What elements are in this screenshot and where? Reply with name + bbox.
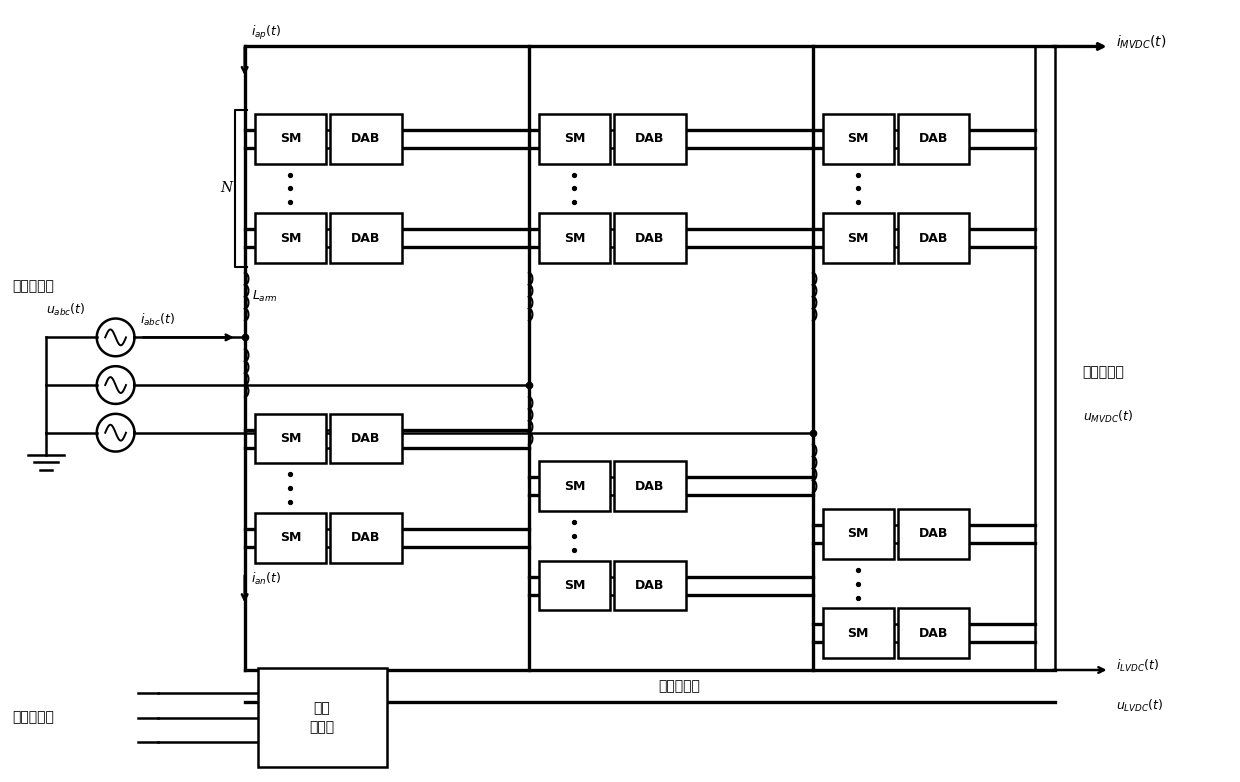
Text: 中压交流端: 中压交流端 — [12, 278, 55, 292]
Bar — [538, 561, 610, 611]
Bar — [538, 461, 610, 511]
Text: SM: SM — [280, 132, 301, 145]
Text: 低压交流端: 低压交流端 — [12, 711, 55, 725]
Bar — [258, 668, 387, 767]
Text: DAB: DAB — [919, 528, 949, 540]
Bar — [614, 561, 686, 611]
Text: DAB: DAB — [919, 132, 949, 145]
Bar — [898, 608, 970, 658]
Text: 三相
逆变器: 三相 逆变器 — [310, 701, 335, 734]
Bar — [330, 114, 402, 163]
Text: SM: SM — [848, 231, 869, 245]
Text: SM: SM — [564, 231, 585, 245]
Text: SM: SM — [564, 480, 585, 493]
Bar — [330, 414, 402, 464]
Text: $i_{LVDC}(t)$: $i_{LVDC}(t)$ — [1116, 658, 1159, 674]
Bar — [898, 509, 970, 559]
Text: N: N — [221, 181, 233, 196]
Text: $L_{arm}$: $L_{arm}$ — [252, 289, 278, 304]
Text: SM: SM — [280, 532, 301, 544]
Text: SM: SM — [848, 626, 869, 640]
Text: $i_{abc}(t)$: $i_{abc}(t)$ — [140, 311, 176, 328]
Bar — [822, 213, 894, 263]
Text: DAB: DAB — [919, 231, 949, 245]
Text: SM: SM — [280, 231, 301, 245]
Bar — [898, 213, 970, 263]
Text: $u_{MVDC}(t)$: $u_{MVDC}(t)$ — [1083, 409, 1133, 425]
Text: SM: SM — [848, 528, 869, 540]
Text: SM: SM — [564, 132, 585, 145]
Bar — [254, 414, 326, 464]
Text: SM: SM — [564, 579, 585, 592]
Bar — [538, 213, 610, 263]
Text: DAB: DAB — [351, 132, 381, 145]
Bar — [254, 114, 326, 163]
Text: SM: SM — [848, 132, 869, 145]
Text: 低压直流端: 低压直流端 — [658, 679, 701, 693]
Text: DAB: DAB — [635, 480, 665, 493]
Bar — [614, 461, 686, 511]
Text: DAB: DAB — [351, 532, 381, 544]
Bar — [254, 213, 326, 263]
Bar — [330, 513, 402, 563]
Bar — [330, 213, 402, 263]
Bar — [254, 513, 326, 563]
Text: DAB: DAB — [635, 579, 665, 592]
Text: $i_{an}(t)$: $i_{an}(t)$ — [250, 571, 281, 586]
Text: DAB: DAB — [919, 626, 949, 640]
Bar — [538, 114, 610, 163]
Text: 中压直流端: 中压直流端 — [1083, 365, 1125, 379]
Bar — [822, 114, 894, 163]
Text: SM: SM — [280, 432, 301, 445]
Bar — [614, 114, 686, 163]
Text: DAB: DAB — [351, 432, 381, 445]
Bar — [898, 114, 970, 163]
Text: $u_{LVDC}(t)$: $u_{LVDC}(t)$ — [1116, 698, 1164, 714]
Text: DAB: DAB — [635, 132, 665, 145]
Bar — [614, 213, 686, 263]
Text: $i_{ap}(t)$: $i_{ap}(t)$ — [250, 24, 281, 42]
Bar — [822, 608, 894, 658]
Text: $i_{MVDC}(t)$: $i_{MVDC}(t)$ — [1116, 34, 1167, 51]
Text: $u_{abc}(t)$: $u_{abc}(t)$ — [46, 302, 86, 317]
Text: DAB: DAB — [635, 231, 665, 245]
Bar — [822, 509, 894, 559]
Text: DAB: DAB — [351, 231, 381, 245]
